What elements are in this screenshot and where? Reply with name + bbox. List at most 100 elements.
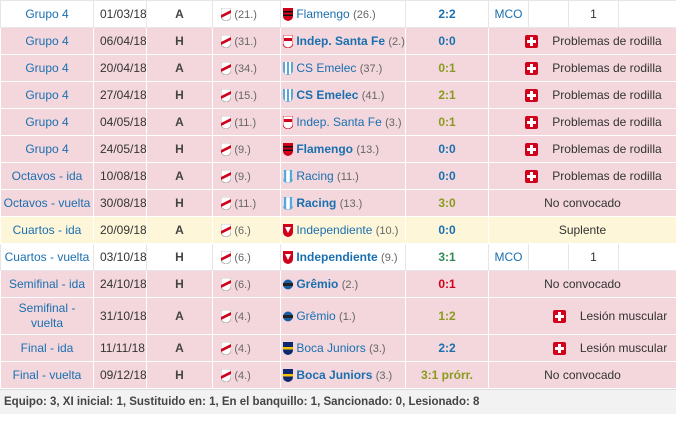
round-link[interactable]: Grupo 4 bbox=[0, 54, 94, 82]
own-team-cell[interactable]: (34.) bbox=[212, 54, 281, 82]
river-plate-crest-icon bbox=[221, 89, 231, 103]
match-score[interactable]: 1:2 bbox=[405, 297, 489, 335]
match-date: 11/11/18 bbox=[93, 334, 147, 362]
opponent-name[interactable]: Indep. Santa Fe bbox=[296, 33, 386, 48]
opponent-cell[interactable]: CS Emelec (41.) bbox=[280, 81, 406, 109]
opponent-name[interactable]: Independiente bbox=[296, 249, 378, 264]
round-link[interactable]: Grupo 4 bbox=[0, 81, 94, 109]
injury-icon bbox=[552, 310, 566, 324]
opponent-name[interactable]: Grêmio bbox=[296, 308, 336, 323]
racing-crest-icon bbox=[283, 197, 293, 211]
opponent-cell[interactable]: Racing (13.) bbox=[280, 189, 406, 217]
own-rank: (11.) bbox=[234, 116, 257, 129]
own-team-cell[interactable]: (6.) bbox=[212, 216, 281, 244]
own-rank: (11.) bbox=[234, 197, 257, 210]
own-team-cell[interactable]: (6.) bbox=[212, 243, 281, 271]
own-team-cell[interactable]: (9.) bbox=[212, 162, 281, 190]
santa-fe-crest-icon bbox=[283, 35, 293, 49]
opponent-rank: (1.) bbox=[339, 310, 356, 323]
opponent-cell[interactable]: Independiente (10.) bbox=[280, 216, 406, 244]
home-away: H bbox=[146, 361, 213, 389]
match-score[interactable]: 0:0 bbox=[405, 135, 489, 163]
opponent-name[interactable]: Flamengo bbox=[296, 141, 354, 156]
opponent-cell[interactable]: Indep. Santa Fe (3.) bbox=[280, 108, 406, 136]
status-cell: No convocado bbox=[488, 189, 676, 217]
opponent-name[interactable]: Independiente bbox=[296, 222, 373, 237]
match-score[interactable]: 2:2 bbox=[405, 334, 489, 362]
round-link[interactable]: Semifinal - vuelta bbox=[0, 297, 94, 335]
round-link[interactable]: Grupo 4 bbox=[0, 135, 94, 163]
opponent-cell[interactable]: Flamengo (26.) bbox=[280, 0, 406, 28]
match-date: 24/10/18 bbox=[93, 270, 147, 298]
match-score[interactable]: 2:2 bbox=[405, 0, 489, 28]
match-score[interactable]: 0:1 bbox=[405, 270, 489, 298]
river-plate-crest-icon bbox=[221, 369, 231, 383]
round-link[interactable]: Cuartos - ida bbox=[0, 216, 94, 244]
opponent-cell[interactable]: Independiente (9.) bbox=[280, 243, 406, 271]
opponent-name[interactable]: CS Emelec bbox=[296, 60, 357, 75]
round-link[interactable]: Final - vuelta bbox=[0, 361, 94, 389]
own-team-cell[interactable]: (9.) bbox=[212, 135, 281, 163]
opponent-cell[interactable]: Indep. Santa Fe (2.) bbox=[280, 27, 406, 55]
match-score[interactable]: 3:1 bbox=[405, 243, 489, 271]
match-score[interactable]: 2:1 bbox=[405, 81, 489, 109]
round-link[interactable]: Grupo 4 bbox=[0, 108, 94, 136]
empty-cell bbox=[528, 243, 569, 271]
opponent-cell[interactable]: Boca Juniors (3.) bbox=[280, 361, 406, 389]
own-team-cell[interactable]: (4.) bbox=[212, 334, 281, 362]
own-team-cell[interactable]: (4.) bbox=[212, 297, 281, 335]
round-link[interactable]: Grupo 4 bbox=[0, 0, 94, 28]
own-rank: (9.) bbox=[234, 143, 251, 156]
match-score[interactable]: 0:0 bbox=[405, 216, 489, 244]
match-score[interactable]: 0:1 bbox=[405, 108, 489, 136]
opponent-rank: (13.) bbox=[356, 143, 379, 156]
opponent-cell[interactable]: Grêmio (1.) bbox=[280, 297, 406, 335]
own-rank: (9.) bbox=[234, 170, 251, 183]
own-rank: (4.) bbox=[234, 310, 251, 323]
round-link[interactable]: Grupo 4 bbox=[0, 27, 94, 55]
match-score[interactable]: 0:0 bbox=[405, 162, 489, 190]
position[interactable]: MCO bbox=[488, 243, 529, 271]
river-plate-crest-icon bbox=[221, 62, 231, 76]
match-row: Grupo 4 06/04/18 H (31.) Indep. Santa Fe (… bbox=[0, 27, 676, 55]
opponent-cell[interactable]: Boca Juniors (3.) bbox=[280, 334, 406, 362]
own-team-cell[interactable]: (11.) bbox=[212, 189, 281, 217]
match-date: 27/04/18 bbox=[93, 81, 147, 109]
opponent-cell[interactable]: CS Emelec (37.) bbox=[280, 54, 406, 82]
own-team-cell[interactable]: (6.) bbox=[212, 270, 281, 298]
own-team-cell[interactable]: (11.) bbox=[212, 108, 281, 136]
round-link[interactable]: Cuartos - vuelta bbox=[0, 243, 94, 271]
opponent-name[interactable]: Grêmio bbox=[296, 276, 339, 291]
opponent-name[interactable]: CS Emelec bbox=[296, 87, 359, 102]
round-link[interactable]: Semifinal - ida bbox=[0, 270, 94, 298]
opponent-rank: (3.) bbox=[385, 116, 402, 129]
match-score[interactable]: 0:1 bbox=[405, 54, 489, 82]
status-cell: Suplente bbox=[488, 216, 676, 244]
own-rank: (6.) bbox=[234, 251, 251, 264]
emelec-crest-icon bbox=[283, 62, 293, 76]
opponent-cell[interactable]: Grêmio (2.) bbox=[280, 270, 406, 298]
river-plate-crest-icon bbox=[221, 8, 231, 22]
opponent-name[interactable]: Flamengo bbox=[296, 6, 350, 21]
match-row: Cuartos - ida 20/09/18 A (6.) Independient… bbox=[0, 216, 676, 244]
own-team-cell[interactable]: (15.) bbox=[212, 81, 281, 109]
match-score[interactable]: 3:1 prórr. bbox=[405, 361, 489, 389]
own-team-cell[interactable]: (21.) bbox=[212, 0, 281, 28]
position[interactable]: MCO bbox=[488, 0, 529, 28]
round-link[interactable]: Octavos - vuelta bbox=[0, 189, 94, 217]
own-team-cell[interactable]: (31.) bbox=[212, 27, 281, 55]
match-score[interactable]: 3:0 bbox=[405, 189, 489, 217]
opponent-cell[interactable]: Racing (11.) bbox=[280, 162, 406, 190]
opponent-name[interactable]: Boca Juniors bbox=[296, 367, 373, 382]
match-score[interactable]: 0:0 bbox=[405, 27, 489, 55]
opponent-name[interactable]: Boca Juniors bbox=[296, 340, 366, 355]
opponent-name[interactable]: Indep. Santa Fe bbox=[296, 114, 382, 129]
round-link[interactable]: Final - ida bbox=[0, 334, 94, 362]
round-link[interactable]: Octavos - ida bbox=[0, 162, 94, 190]
opponent-name[interactable]: Racing bbox=[296, 168, 334, 183]
status-text: Problemas de rodilla bbox=[552, 33, 662, 48]
opponent-rank: (11.) bbox=[337, 170, 359, 183]
opponent-name[interactable]: Racing bbox=[296, 195, 337, 210]
opponent-cell[interactable]: Flamengo (13.) bbox=[280, 135, 406, 163]
own-team-cell[interactable]: (4.) bbox=[212, 361, 281, 389]
